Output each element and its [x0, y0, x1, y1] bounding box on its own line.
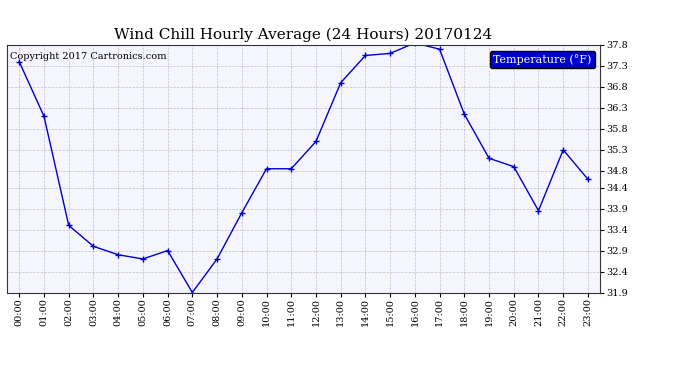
- Legend: Temperature (°F): Temperature (°F): [490, 51, 595, 68]
- Text: Copyright 2017 Cartronics.com: Copyright 2017 Cartronics.com: [10, 53, 166, 62]
- Title: Wind Chill Hourly Average (24 Hours) 20170124: Wind Chill Hourly Average (24 Hours) 201…: [115, 28, 493, 42]
